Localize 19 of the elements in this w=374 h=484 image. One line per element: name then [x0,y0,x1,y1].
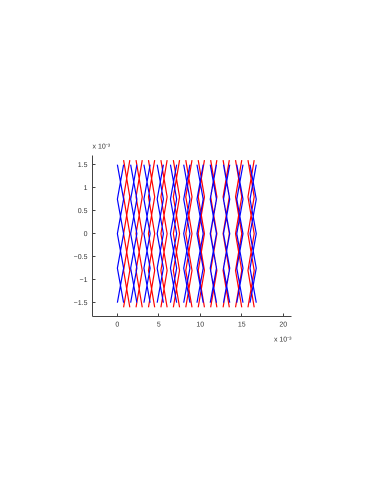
line-series [196,164,204,304]
line-series [236,164,244,304]
line-series [185,160,193,308]
line-series [172,160,180,308]
line-series [198,160,206,308]
line-series [122,160,130,308]
line-series [234,160,242,308]
line-series [143,164,151,304]
line-series [247,160,255,308]
line-series [116,164,124,304]
line-series [249,164,257,304]
line-series [160,160,168,308]
line-series [183,164,191,304]
line-series [135,160,143,308]
line-series [130,164,138,304]
line-series [148,160,156,308]
line-series [170,164,178,304]
line-series [222,164,230,304]
line-series [156,164,164,304]
